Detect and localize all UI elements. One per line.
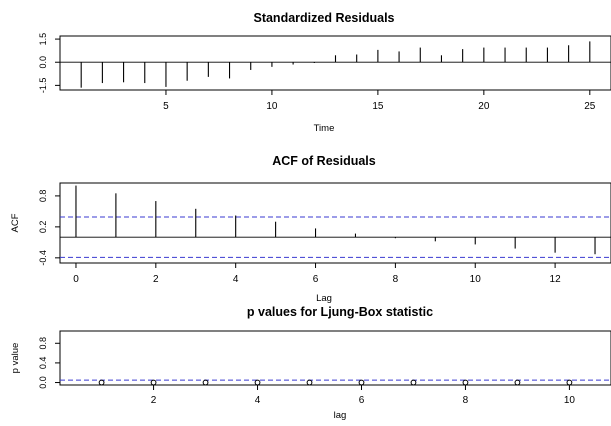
- x-tick-label: 12: [550, 274, 562, 285]
- x-tick-label: 10: [564, 395, 576, 406]
- p-value-point: [566, 379, 573, 386]
- ljung-box-x-axis: 2 4 6 8 10: [151, 385, 576, 406]
- p-value-point: [410, 379, 417, 386]
- p-value-point: [514, 379, 521, 386]
- x-tick-label: 15: [372, 101, 384, 112]
- acf-y-label: ACF: [10, 213, 21, 232]
- p-value-point: [98, 379, 105, 386]
- x-tick-label: 8: [463, 395, 469, 406]
- x-tick-label: 4: [255, 395, 261, 406]
- residuals-marks: [60, 41, 611, 88]
- y-tick-label: 0.4: [38, 357, 48, 370]
- ljung-box-y-label: p value: [10, 343, 21, 374]
- acf-plot-frame: [59, 182, 611, 264]
- acf-x-axis: 0 2 4 6 8 10 12: [73, 263, 561, 285]
- p-value-point: [150, 379, 157, 386]
- ljung-box-marks: [60, 379, 611, 386]
- residuals-x-label: Time: [314, 123, 335, 134]
- p-value-point: [306, 379, 313, 386]
- x-tick-label: 0: [73, 274, 79, 285]
- x-tick-label: 6: [359, 395, 365, 406]
- p-value-point: [202, 379, 209, 386]
- residuals-title: Standardized Residuals: [253, 11, 394, 25]
- x-tick-label: 2: [153, 274, 159, 285]
- acf-x-label: Lag: [316, 293, 332, 304]
- ljung-box-x-label: lag: [334, 410, 347, 421]
- x-tick-label: 5: [163, 101, 169, 112]
- x-tick-label: 20: [478, 101, 490, 112]
- y-tick-label: 0.0: [38, 56, 48, 69]
- ljung-box-plot-frame: [59, 330, 611, 386]
- x-tick-label: 10: [266, 101, 278, 112]
- ljung-box-panel: p values for Ljung-Box statistic 2 4 6 8 10 …: [10, 305, 611, 421]
- acf-title: ACF of Residuals: [272, 154, 376, 168]
- residuals-panel: Standardized Residuals 5 10 15 20 25 -1.5 0.0…: [38, 11, 611, 134]
- residuals-y-axis: -1.5 0.0 1.5: [38, 33, 60, 93]
- y-tick-label: -0.4: [38, 250, 48, 266]
- x-tick-label: 10: [470, 274, 482, 285]
- p-value-point: [462, 379, 469, 386]
- acf-panel: ACF of Residuals 0 2 4 6 8 10 12 -0.4 0.2 0.8 La…: [10, 154, 611, 304]
- x-tick-label: 6: [313, 274, 319, 285]
- residuals-plot-frame: [59, 35, 611, 91]
- y-tick-label: 0.8: [38, 190, 48, 203]
- p-value-point: [358, 379, 365, 386]
- ljung-box-title: p values for Ljung-Box statistic: [247, 305, 433, 319]
- y-tick-label: 0.0: [38, 376, 48, 389]
- residuals-x-axis: 5 10 15 20 25: [163, 90, 596, 112]
- y-tick-label: -1.5: [38, 78, 48, 94]
- p-value-point: [254, 379, 261, 386]
- x-tick-label: 25: [584, 101, 596, 112]
- x-tick-label: 8: [393, 274, 399, 285]
- y-tick-label: 1.5: [38, 33, 48, 46]
- ljung-box-y-axis: 0.0 0.4 0.8: [38, 337, 60, 389]
- x-tick-label: 2: [151, 395, 157, 406]
- y-tick-label: 0.8: [38, 337, 48, 350]
- x-tick-label: 4: [233, 274, 239, 285]
- y-tick-label: 0.2: [38, 221, 48, 234]
- acf-marks: [60, 185, 611, 258]
- acf-y-axis: -0.4 0.2 0.8: [38, 190, 60, 266]
